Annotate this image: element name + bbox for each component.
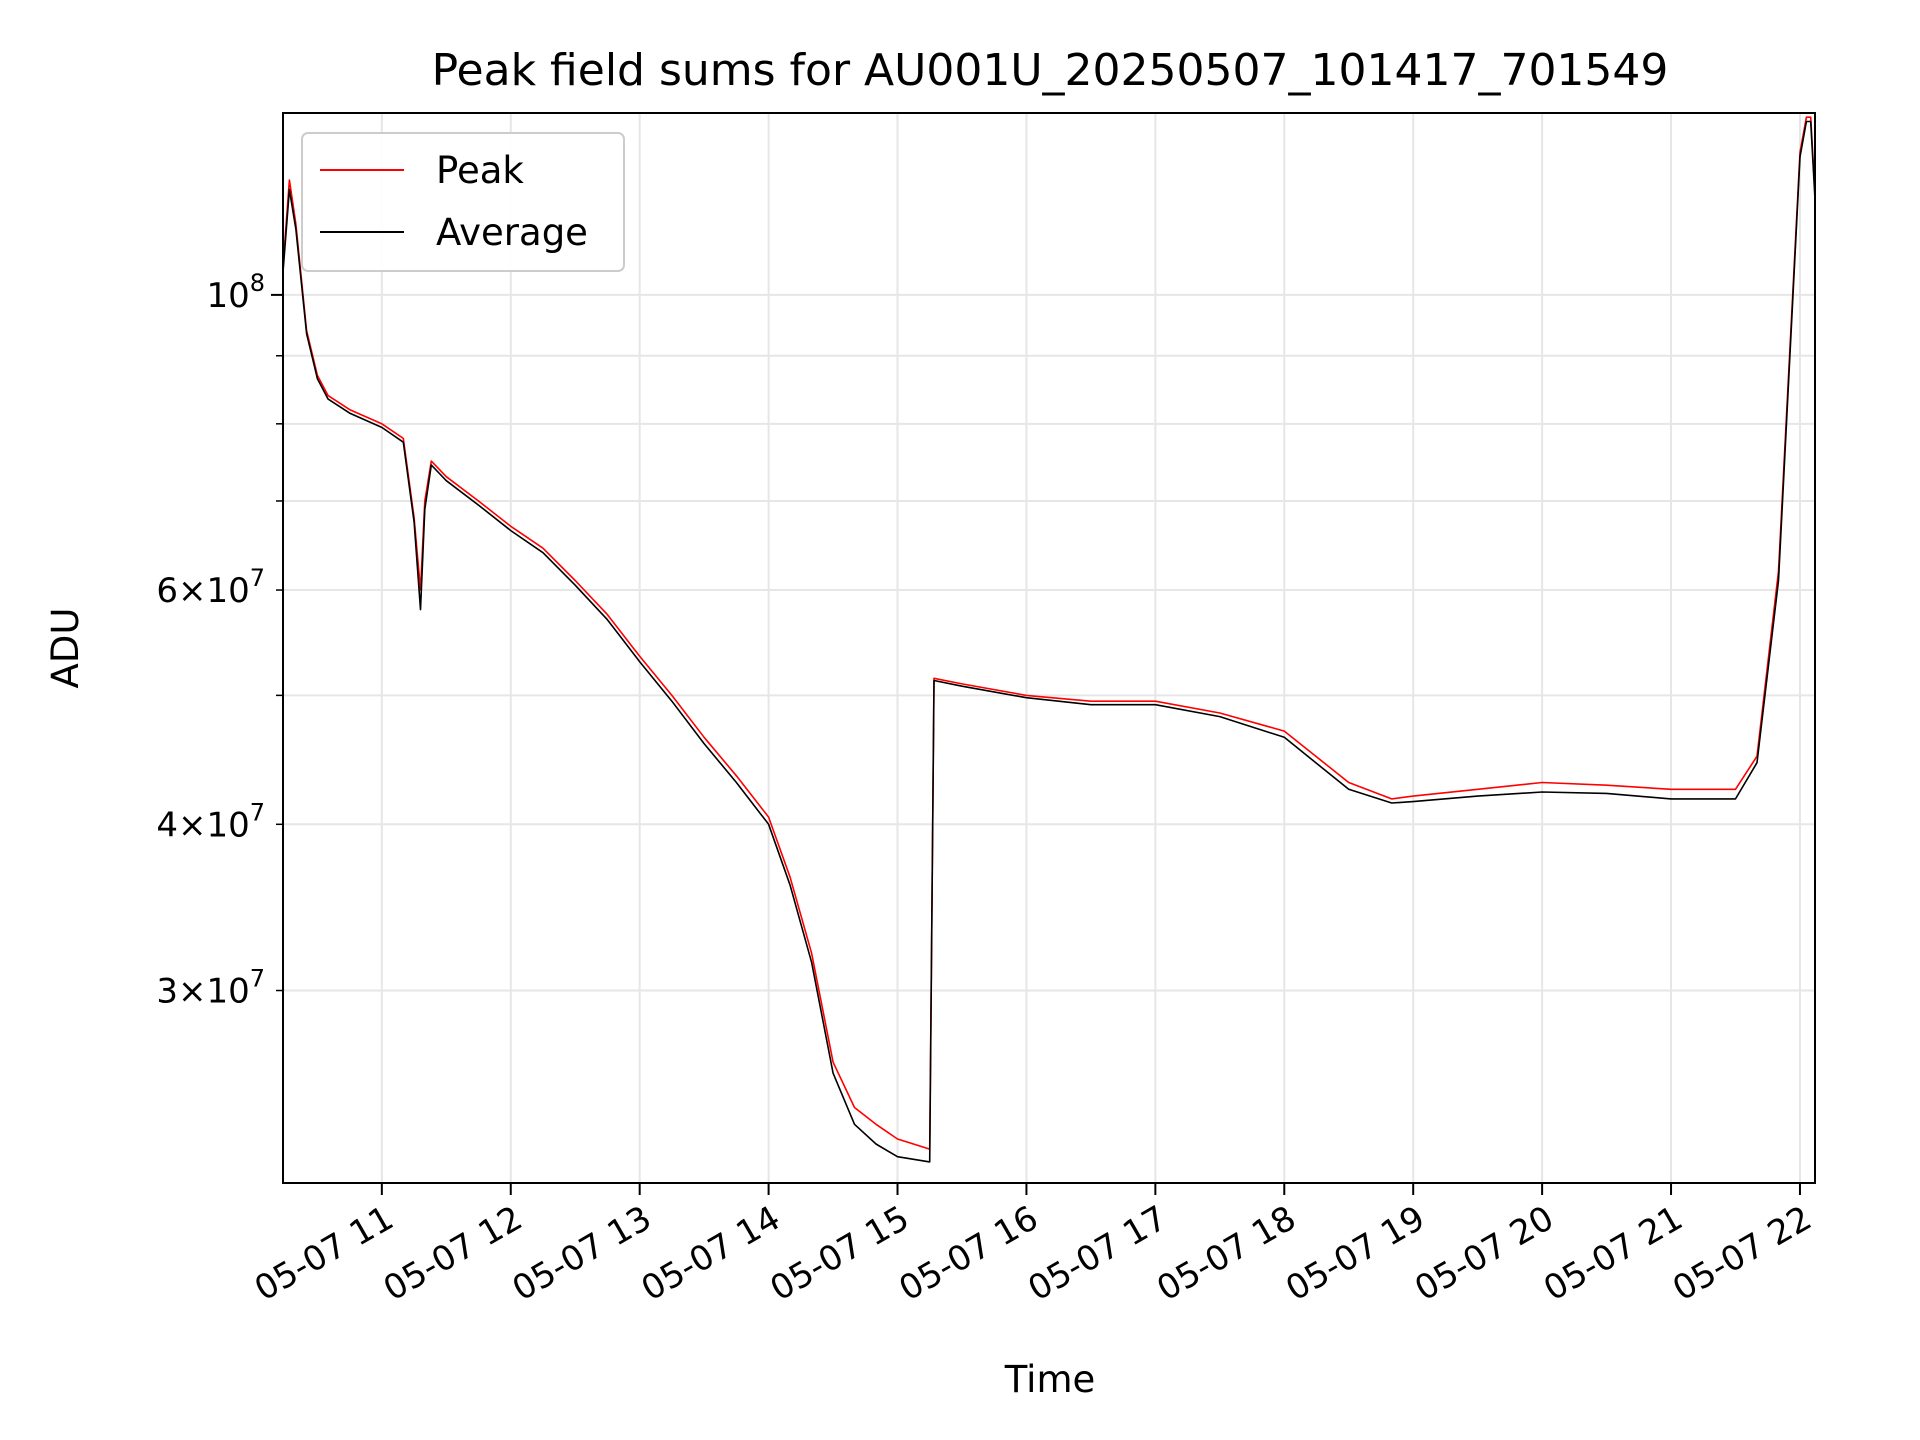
legend-label-peak: Peak <box>436 149 524 192</box>
y-tick-label: 6×107 <box>156 564 265 611</box>
grid <box>283 113 1815 1183</box>
legend-label-average: Average <box>436 211 588 254</box>
y-axis-title: ADU <box>44 608 87 689</box>
y-tick-label: 3×107 <box>156 965 265 1012</box>
plot-frame <box>282 112 1816 1184</box>
series-lines <box>282 116 1816 1163</box>
chart-title: Peak field sums for AU001U_20250507_1014… <box>432 45 1669 96</box>
legend: Peak Average <box>301 132 625 272</box>
legend-box <box>301 132 625 272</box>
y-tick-label: 4×107 <box>156 798 265 845</box>
x-axis-title: Time <box>1004 1358 1096 1401</box>
series-line-average <box>282 120 1816 1163</box>
y-tick-label: 108 <box>206 269 265 316</box>
